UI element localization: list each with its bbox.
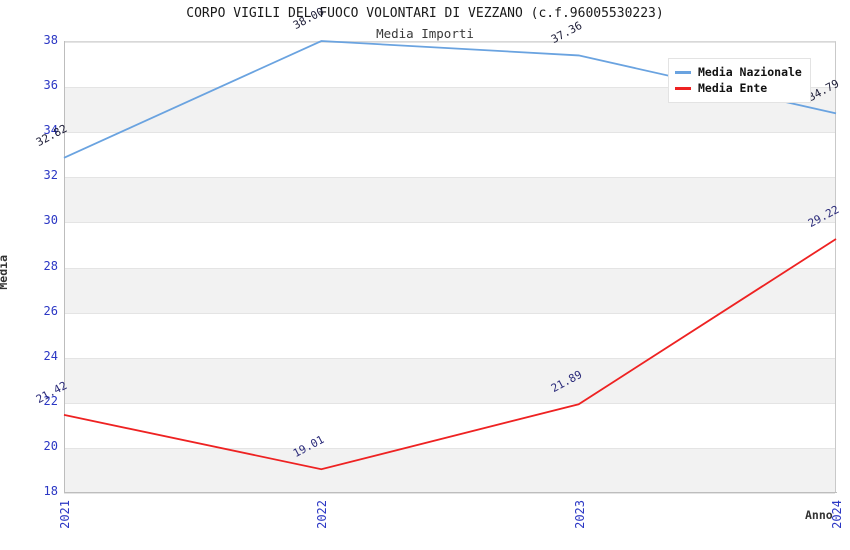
y-axis-ticks: 18 20 22 24 26 28 30 32 34 36 38 (0, 0, 58, 550)
gridline (64, 177, 835, 179)
gridline (64, 493, 835, 494)
legend-swatch-icon (675, 86, 691, 90)
grid-band (64, 447, 835, 493)
y-tick-label: 28 (43, 258, 58, 273)
legend-item-media-nazionale[interactable]: Media Nazionale (675, 64, 802, 80)
y-tick-label: 22 (43, 393, 58, 408)
chart-title: CORPO VIGILI DEL FUOCO VOLONTARI DI VEZZ… (186, 6, 664, 21)
y-tick-label: 30 (43, 213, 58, 228)
y-tick-label: 36 (43, 78, 58, 93)
y-tick-label: 38 (43, 33, 58, 47)
y-tick-label: 24 (43, 348, 58, 363)
gridline (64, 312, 835, 314)
gridline (64, 132, 835, 134)
legend-item-label: Media Ente (698, 81, 768, 95)
gridline (64, 87, 835, 89)
grid-band (64, 357, 835, 403)
grid-band (64, 267, 835, 313)
y-tick-label: 26 (43, 303, 58, 318)
gridline (64, 222, 835, 224)
gridline (64, 357, 835, 359)
plot-area (64, 41, 836, 494)
legend-swatch-icon (675, 70, 691, 74)
x-axis-label: Anno (805, 508, 833, 522)
legend-item-media-ente[interactable]: Media Ente (675, 80, 802, 96)
gridline (64, 447, 835, 449)
gridline (64, 267, 835, 269)
gridline (64, 42, 835, 43)
grid-band (64, 177, 835, 223)
y-tick-label: 34 (43, 123, 58, 138)
legend-item-label: Media Nazionale (698, 65, 802, 79)
y-axis-line (64, 41, 65, 493)
y-tick-label: 18 (43, 484, 58, 498)
series-line (63, 238, 837, 471)
x-axis-line (64, 492, 837, 493)
gridline (64, 402, 835, 404)
y-tick-label: 32 (43, 168, 58, 183)
chart-legend: Media Nazionale Media Ente (668, 58, 811, 103)
chart-subtitle: Media Importi (376, 26, 474, 41)
y-tick-label: 20 (43, 438, 58, 453)
